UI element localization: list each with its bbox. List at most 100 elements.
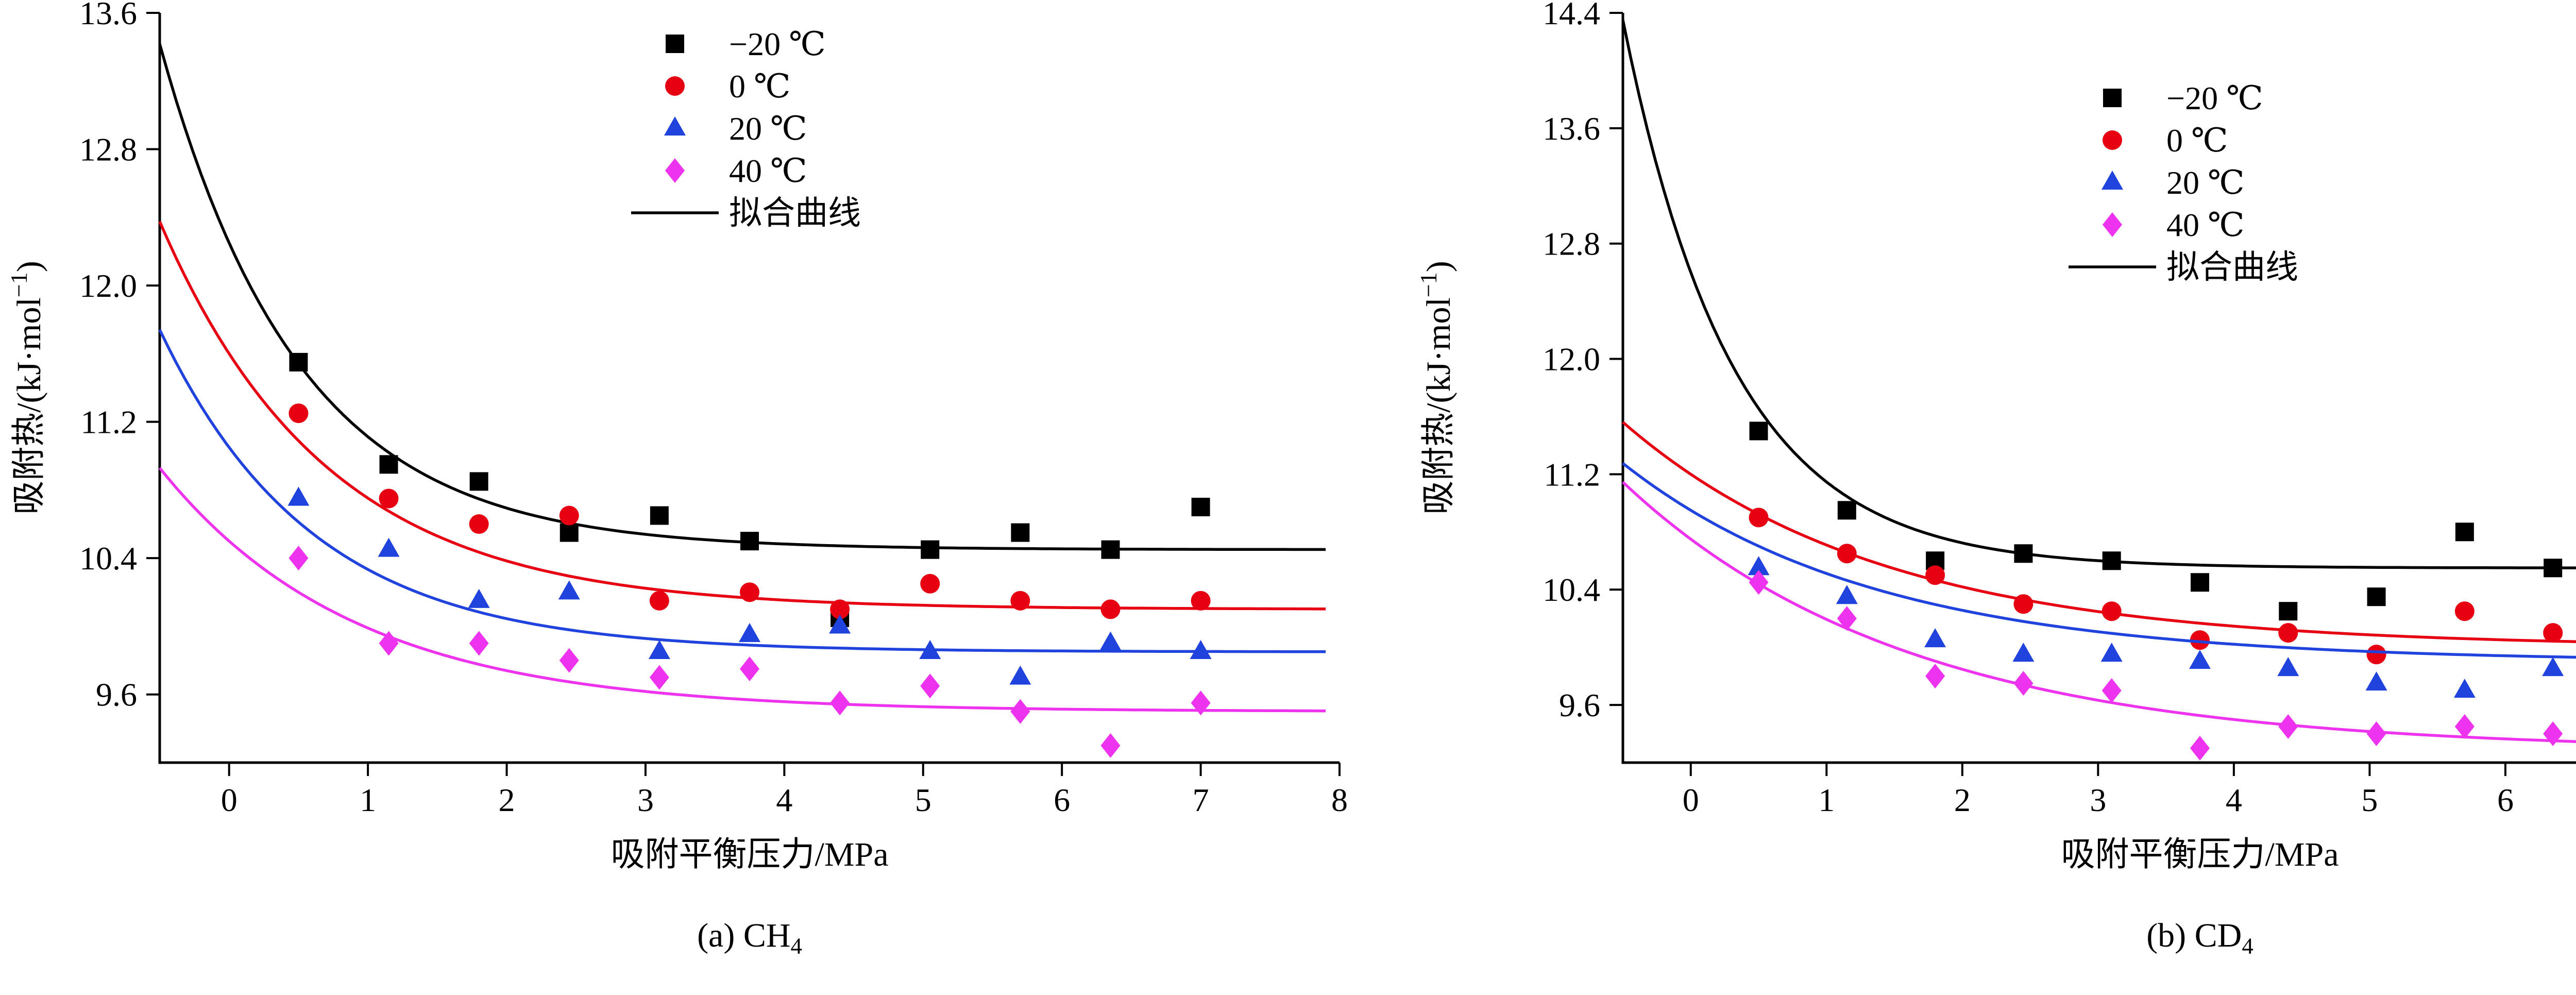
data-point — [2102, 678, 2122, 703]
x-tick-label: 6 — [1054, 782, 1070, 818]
legend-triangle-marker — [2102, 171, 2123, 190]
legend-triangle-marker — [664, 116, 686, 136]
data-point — [1925, 664, 1945, 689]
x-tick-label: 2 — [499, 782, 515, 818]
y-tick-label: 10.4 — [79, 540, 137, 577]
data-point — [1191, 690, 1211, 716]
data-point — [2543, 721, 2563, 747]
y-axis-label: 吸附热/(kJ·mol−1) — [6, 261, 48, 515]
data-point — [1925, 565, 1945, 585]
data-point — [1837, 501, 1856, 520]
data-point — [289, 352, 308, 372]
data-point — [740, 582, 759, 602]
y-tick-label: 14.4 — [1543, 0, 1600, 31]
x-tick-label: 3 — [637, 782, 654, 818]
data-point — [1101, 540, 1120, 559]
data-point — [1190, 640, 1212, 660]
data-point — [2277, 657, 2299, 677]
data-point — [1009, 665, 1031, 685]
legend-label: 20 ℃ — [2166, 164, 2245, 201]
axis-lines — [158, 13, 1340, 764]
data-point — [289, 403, 309, 424]
axes: 9.6 10.4 11.2 12.0 12.8 13.6 0 1 2 3 4 5 6 7 8 — [79, 0, 1348, 818]
data-point — [558, 580, 580, 600]
data-point — [469, 514, 489, 534]
data-point — [2190, 630, 2210, 650]
data-point — [2278, 623, 2298, 643]
y-tick-label: 11.2 — [1544, 456, 1600, 493]
legend-label: 40 ℃ — [2166, 207, 2245, 243]
axes: 9.610.411.212.012.813.614.4012345678 — [1543, 0, 2576, 818]
data-point — [2100, 643, 2123, 662]
chart-b-subtitle-subscript: 4 — [2242, 933, 2253, 959]
data-point — [2455, 522, 2474, 542]
data-point — [469, 472, 488, 491]
data-point — [2189, 650, 2211, 669]
fit-curve — [1622, 481, 2576, 743]
series-black — [1621, 20, 2576, 621]
data-point — [2454, 714, 2475, 739]
data-point — [2012, 643, 2035, 662]
x-tick-label: 0 — [1683, 782, 1699, 818]
x-tick-label: 0 — [221, 782, 238, 818]
data-point — [2544, 559, 2563, 578]
data-point — [1748, 556, 1770, 576]
y-tick-label: 9.6 — [96, 677, 137, 713]
data-point — [2190, 736, 2210, 761]
data-point — [1749, 421, 1768, 441]
data-point — [2191, 573, 2209, 592]
data-point — [919, 640, 941, 660]
legend-label: 0 ℃ — [729, 68, 791, 105]
data-point — [649, 665, 669, 690]
x-tick-label: 7 — [1193, 782, 1209, 818]
legend: −20 ℃ 0 ℃ 20 ℃ 40 ℃ 拟合曲线 — [631, 26, 861, 231]
data-point — [1837, 544, 1857, 564]
data-point — [379, 488, 399, 509]
data-point — [1191, 591, 1211, 611]
x-tick-label: 2 — [1954, 782, 1971, 818]
data-point — [1836, 585, 1858, 604]
data-point — [1191, 497, 1210, 516]
series-magenta — [1622, 481, 2576, 761]
y-tick-label: 12.0 — [1543, 341, 1600, 378]
fit-curve — [1622, 462, 2576, 659]
data-point — [2102, 551, 2121, 570]
data-point — [1837, 606, 1857, 631]
data-point — [830, 690, 850, 716]
chart-a-subtitle-text: (a) CH — [697, 917, 791, 954]
data-point — [2453, 679, 2476, 698]
data-point — [379, 455, 398, 474]
y-tick-label: 12.8 — [1543, 226, 1600, 262]
data-point — [1749, 508, 1769, 528]
fit-curve — [1622, 421, 2576, 644]
chart-b-subtitle: (b) CD4 — [1623, 916, 2576, 959]
data-point — [1749, 570, 1769, 595]
y-tick-label: 12.0 — [79, 267, 137, 304]
legend-label: 40 ℃ — [729, 153, 807, 189]
data-point — [559, 648, 579, 673]
series-blue — [158, 329, 1326, 685]
data-point — [920, 574, 940, 594]
y-tick-label: 13.6 — [79, 0, 137, 31]
chart-a-ch4: 9.6 10.4 11.2 12.0 12.8 13.6 0 1 2 3 4 5 6 7 8 吸附平衡压力/M… — [6, 0, 1348, 958]
legend-label: −20 ℃ — [2166, 80, 2263, 116]
legend-diamond-marker — [665, 158, 685, 183]
legend-label: −20 ℃ — [729, 26, 826, 62]
data-point — [287, 486, 310, 506]
data-point — [1100, 599, 1121, 619]
fit-curve — [158, 329, 1326, 653]
data-point — [2102, 601, 2122, 621]
x-axis-label: 吸附平衡压力/MPa — [611, 836, 888, 873]
data-point — [378, 537, 400, 557]
fit-curve — [1621, 20, 2576, 569]
y-tick-label: 12.8 — [79, 131, 137, 168]
series-red — [1622, 421, 2576, 665]
y-tick-label: 9.6 — [1559, 687, 1600, 723]
legend-circle-marker — [2103, 130, 2122, 150]
legend-label: 0 ℃ — [2166, 122, 2228, 159]
data-point — [2366, 721, 2386, 747]
x-tick-label: 5 — [2361, 782, 2378, 818]
x-tick-label: 3 — [2090, 782, 2106, 818]
data-point — [830, 599, 850, 619]
axis-lines — [1621, 13, 2576, 764]
